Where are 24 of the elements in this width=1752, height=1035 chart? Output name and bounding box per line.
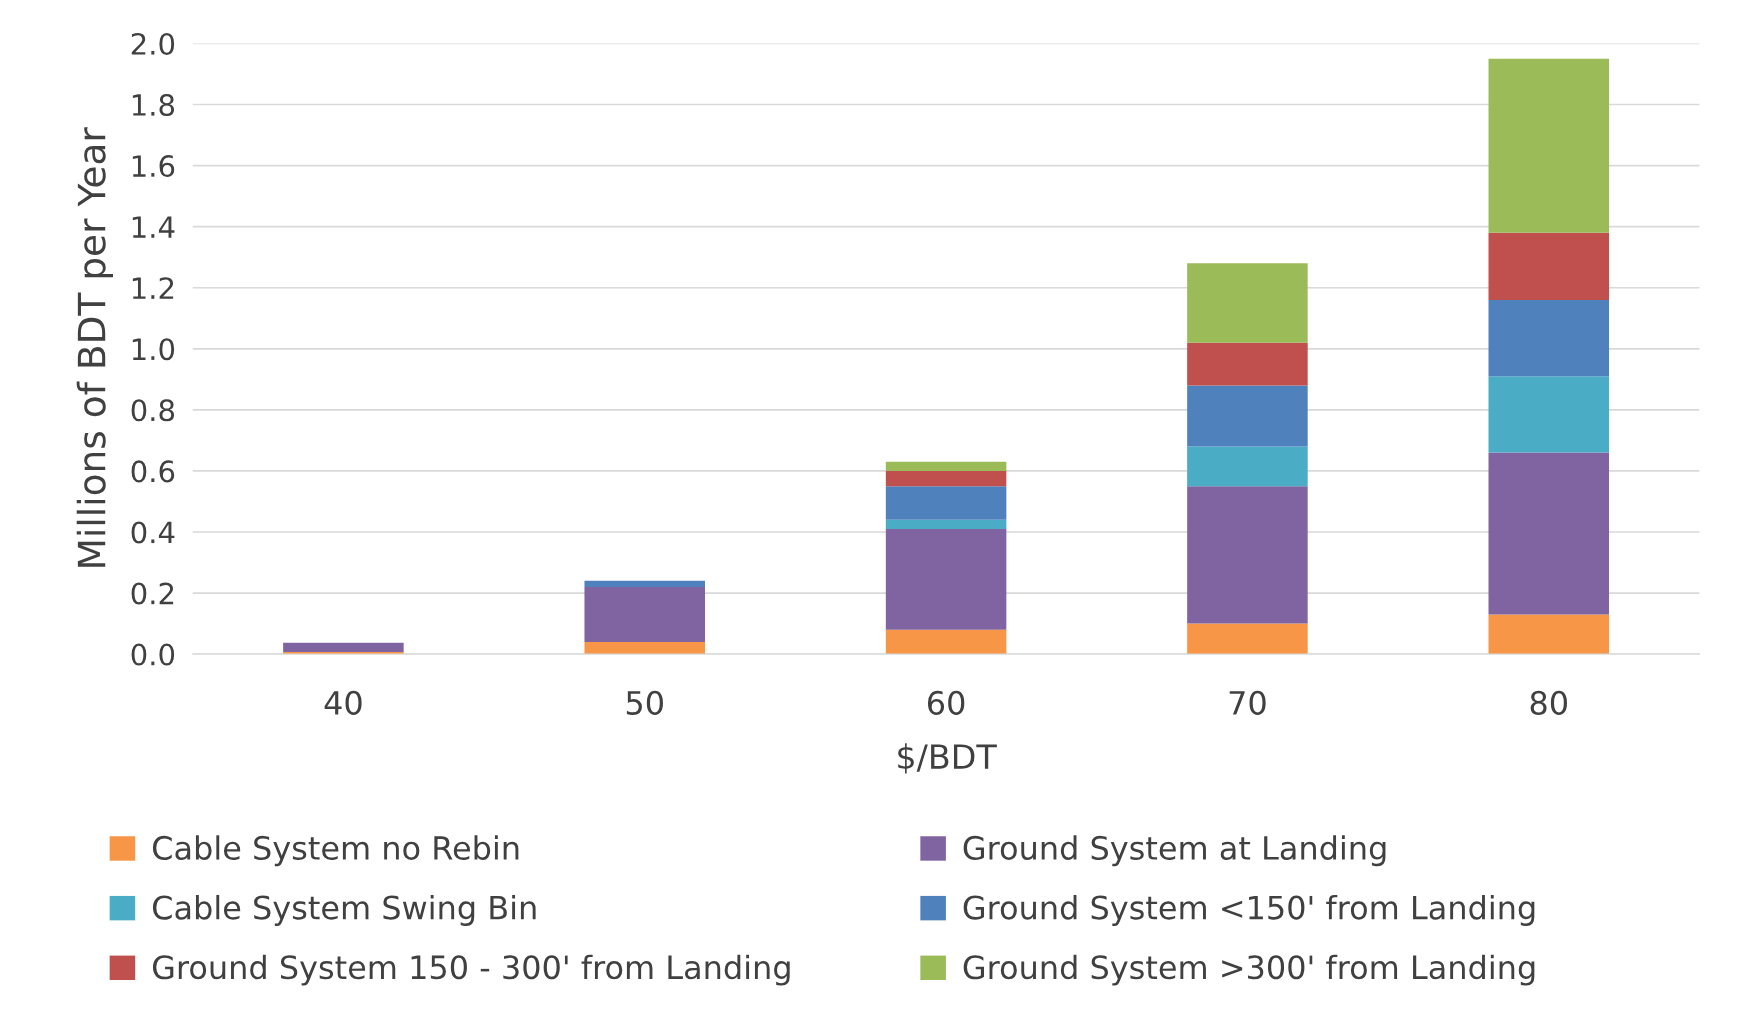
- y-tick-label: 0.4: [131, 521, 175, 544]
- x-tick-label: 50: [626, 690, 663, 715]
- x-tick-label: 60: [927, 690, 965, 715]
- legend-label: Ground System at Landing: [963, 835, 1386, 867]
- legend-label: Cable System Swing Bin: [152, 894, 536, 926]
- y-tick-label: 1.6: [132, 155, 175, 178]
- y-tick-label: 2.0: [131, 32, 175, 55]
- y-axis-title: Millions of BDT per Year: [76, 127, 113, 567]
- x-axis-title: $/BDT: [898, 743, 997, 774]
- legend-label: Ground System 150 - 300' from Landing: [152, 954, 790, 986]
- y-tick-label: 0.2: [131, 582, 174, 605]
- y-tick-label: 1.4: [132, 216, 175, 238]
- y-tick-label: 0.8: [131, 399, 175, 422]
- y-tick-label: 1.0: [132, 338, 175, 361]
- y-tick-label: 0.0: [131, 643, 175, 666]
- legend-label: Ground System <150' from Landing: [963, 894, 1535, 926]
- x-tick-label: 40: [324, 690, 362, 715]
- y-tick-label: 0.6: [131, 460, 175, 483]
- x-tick-label: 70: [1229, 690, 1266, 715]
- x-tick-label: 80: [1530, 690, 1567, 715]
- y-tick-label: 1.8: [132, 93, 175, 117]
- legend-label: Ground System >300' from Landing: [963, 954, 1535, 986]
- legend-label: Cable System no Rebin: [152, 835, 519, 867]
- y-tick-label: 1.2: [132, 277, 174, 299]
